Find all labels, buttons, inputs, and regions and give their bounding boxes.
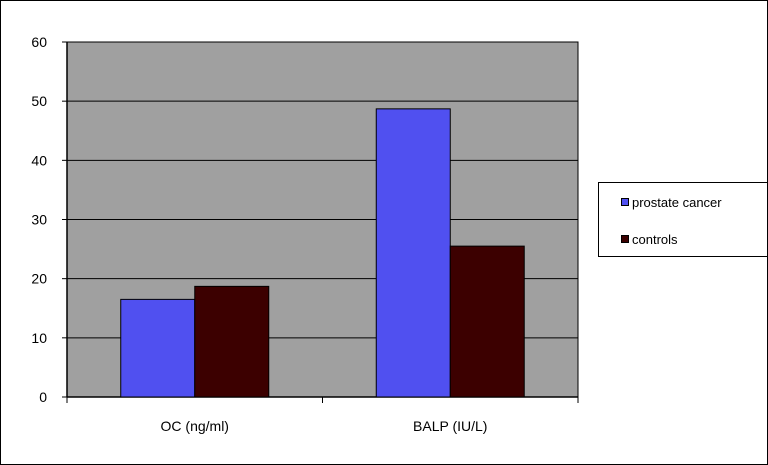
- legend-item-controls: controls: [621, 231, 678, 247]
- x-tick-label: BALP (IU/L): [413, 418, 487, 434]
- legend-swatch-controls: [621, 235, 629, 243]
- legend-swatch-prostate-cancer: [621, 198, 629, 206]
- legend-item-prostate-cancer: prostate cancer: [621, 194, 722, 210]
- bar: [120, 298, 196, 398]
- legend: prostate cancer controls: [598, 182, 768, 257]
- y-tick-label: 40: [31, 152, 47, 168]
- y-tick-label: 10: [31, 330, 47, 346]
- plot-area: 0 10 20 30 40 50 60 OC (ng/ml) BALP (IU/L): [31, 34, 579, 434]
- y-tick-label: 50: [31, 93, 47, 109]
- bar: [449, 245, 525, 398]
- y-tick-label: 0: [39, 389, 47, 405]
- y-tick-label: 30: [31, 212, 47, 228]
- y-tick-label: 20: [31, 271, 47, 287]
- legend-label-controls: controls: [632, 231, 678, 247]
- bar: [375, 108, 451, 398]
- y-tick-label: 60: [31, 34, 47, 50]
- legend-label-prostate-cancer: prostate cancer: [632, 194, 722, 210]
- x-tick-label: OC (ng/ml): [161, 418, 229, 434]
- bar: [194, 285, 270, 398]
